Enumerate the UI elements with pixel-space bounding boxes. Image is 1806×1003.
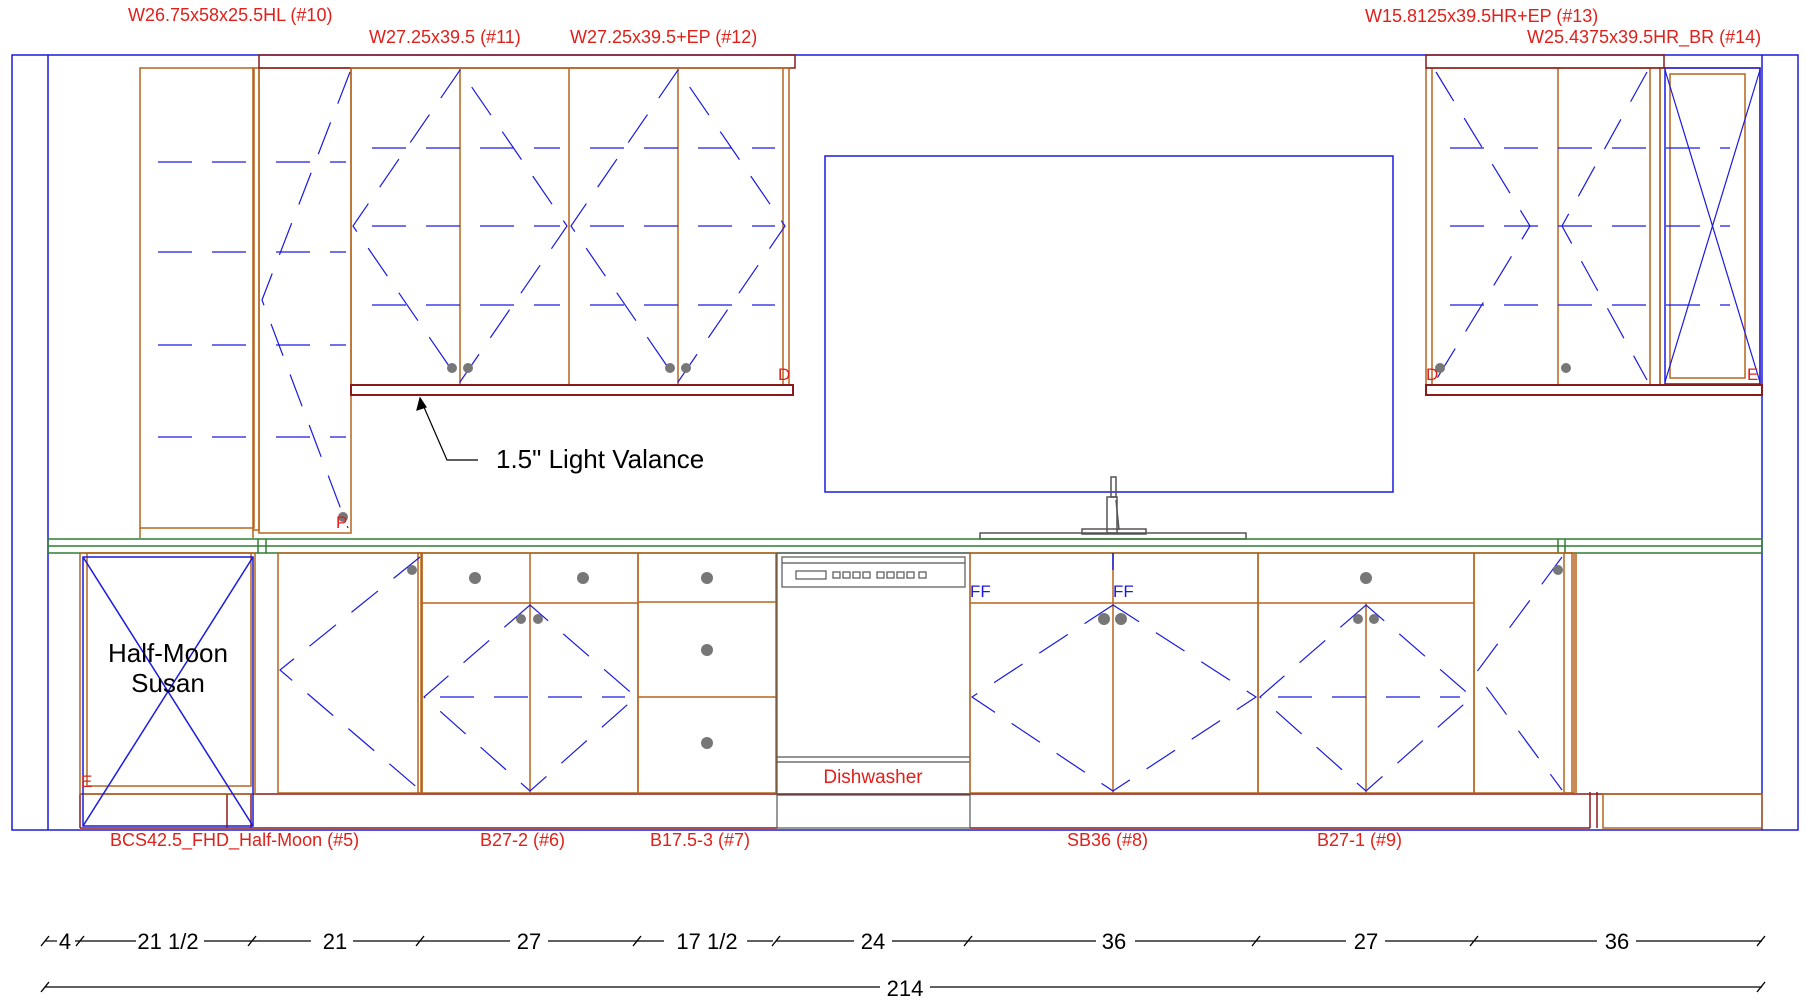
valance-note: 1.5" Light Valance: [496, 444, 704, 474]
knob-w10: [338, 512, 348, 522]
label-w12: W27.25x39.5+EP (#12): [570, 27, 757, 47]
ff-marker-2: FF: [1113, 582, 1134, 601]
w13-14-valance: [1425, 384, 1763, 396]
label-w13: W15.8125x39.5HR+EP (#13): [1365, 6, 1598, 26]
label-b5: BCS42.5_FHD_Half-Moon (#5): [110, 830, 359, 851]
base-cabinet-corner: [1473, 552, 1763, 829]
label-b6: B27-2 (#6): [480, 830, 565, 850]
wall-cabinet-10-shelves: [158, 71, 351, 529]
valance-callout: [416, 396, 478, 461]
base-cabinet-8-swing: [970, 604, 1258, 792]
corner-door-swing: [1475, 556, 1563, 791]
label-b8: SB36 (#8): [1067, 830, 1148, 850]
label-b9: B27-1 (#9): [1317, 830, 1402, 850]
base-cabinet-6: [421, 552, 639, 794]
knob-b5: [407, 565, 417, 575]
dim-seg-5: 17 1/2: [676, 929, 737, 954]
dim-seg-8: 27: [1354, 929, 1378, 954]
base-cabinet-6-swing: [423, 604, 637, 792]
e-marker-upper: E: [1747, 365, 1758, 384]
d-marker-left: D: [778, 365, 790, 384]
dimension-line: [45, 940, 1762, 988]
wall-outline: [11, 54, 1799, 831]
dim-seg-4: 27: [517, 929, 541, 954]
faucet: [979, 476, 1247, 540]
dim-seg-3: 21: [323, 929, 347, 954]
countertop: [47, 538, 1763, 554]
dimension-values: 4 21 1/2 21 27 17 1/2 24 36 27 36 214: [59, 929, 1629, 1001]
knobs-upper: [447, 363, 691, 373]
d-marker-right: D: [1426, 365, 1438, 384]
base-cabinet-5-x: [82, 556, 254, 827]
label-w11: W27.25x39.5 (#11): [369, 27, 521, 47]
label-b7: B17.5-3 (#7): [650, 830, 750, 850]
base-cabinet-7: [637, 552, 777, 794]
half-moon-susan-line1: Half-Moon: [108, 638, 228, 668]
p-marker: P: [336, 513, 347, 532]
dishwasher-label: Dishwasher: [823, 767, 923, 788]
knobs-upper-right: [1435, 363, 1571, 373]
wall-cabinet-11-12-shelves: [352, 68, 786, 384]
dim-total: 214: [887, 976, 924, 1001]
toe-kick: [79, 792, 1762, 829]
w13-top-band: [1425, 54, 1665, 69]
base-cabinet-5: [79, 552, 256, 795]
knobs-b9: [1353, 572, 1379, 624]
knobs-b7: [701, 572, 713, 749]
w10-top-band: [258, 54, 796, 69]
wall-cabinet-13-14-shelves: [1435, 69, 1761, 383]
dim-seg-2: 21 1/2: [137, 929, 198, 954]
dim-seg-7: 36: [1102, 929, 1126, 954]
knob-corner: [1553, 565, 1563, 575]
wall-cabinet-10: [139, 67, 352, 538]
base-cabinet-filler: [277, 552, 423, 794]
knobs-b8: [1098, 613, 1127, 625]
filler-door-swing: [279, 556, 421, 791]
dimension-ticks: [40, 935, 1766, 993]
label-w10: W26.75x58x25.5HL (#10): [128, 5, 332, 25]
light-valance: [350, 384, 794, 396]
window: [824, 155, 1394, 493]
base-cabinet-9-swing: [1259, 604, 1473, 792]
dim-seg-9: 36: [1605, 929, 1629, 954]
knobs-b6: [469, 572, 589, 624]
label-w14: W25.4375x39.5HR_BR (#14): [1527, 27, 1761, 48]
ff-marker-1: FF: [970, 582, 991, 601]
e-marker-base: E: [81, 772, 92, 791]
dim-seg-1: 4: [59, 929, 71, 954]
base-cabinet-9: [1257, 552, 1475, 794]
half-moon-susan-line2: Susan: [131, 668, 205, 698]
dim-seg-6: 24: [861, 929, 885, 954]
